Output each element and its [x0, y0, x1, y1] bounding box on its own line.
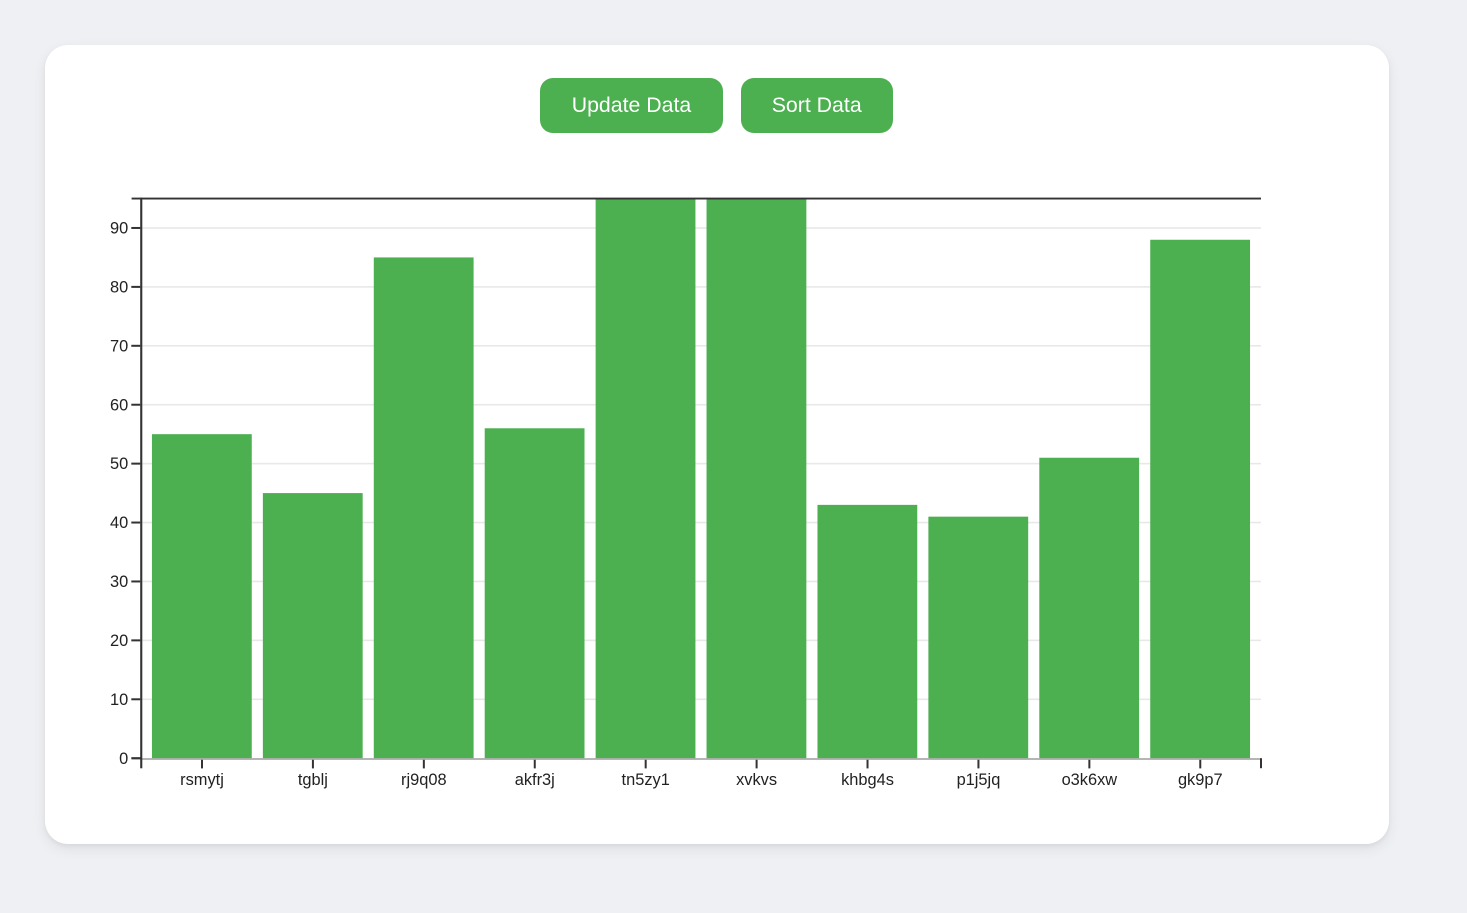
svg-text:o3k6xw: o3k6xw [1062, 771, 1118, 789]
svg-text:rj9q08: rj9q08 [401, 771, 447, 789]
svg-text:10: 10 [110, 691, 128, 709]
svg-text:0: 0 [119, 750, 128, 768]
svg-text:80: 80 [110, 278, 128, 296]
svg-text:khbg4s: khbg4s [841, 771, 894, 789]
svg-text:rsmytj: rsmytj [180, 771, 224, 789]
svg-text:60: 60 [110, 396, 128, 414]
svg-text:gk9p7: gk9p7 [1178, 771, 1223, 789]
svg-text:70: 70 [110, 337, 128, 355]
svg-text:tn5zy1: tn5zy1 [622, 771, 670, 789]
svg-text:40: 40 [110, 514, 128, 532]
svg-text:30: 30 [110, 573, 128, 591]
svg-text:p1j5jq: p1j5jq [957, 771, 1001, 789]
svg-text:tgblj: tgblj [298, 771, 328, 789]
svg-text:akfr3j: akfr3j [515, 771, 555, 789]
svg-text:xvkvs: xvkvs [736, 771, 777, 789]
svg-text:20: 20 [110, 632, 128, 650]
svg-text:90: 90 [110, 220, 128, 238]
svg-text:50: 50 [110, 455, 128, 473]
